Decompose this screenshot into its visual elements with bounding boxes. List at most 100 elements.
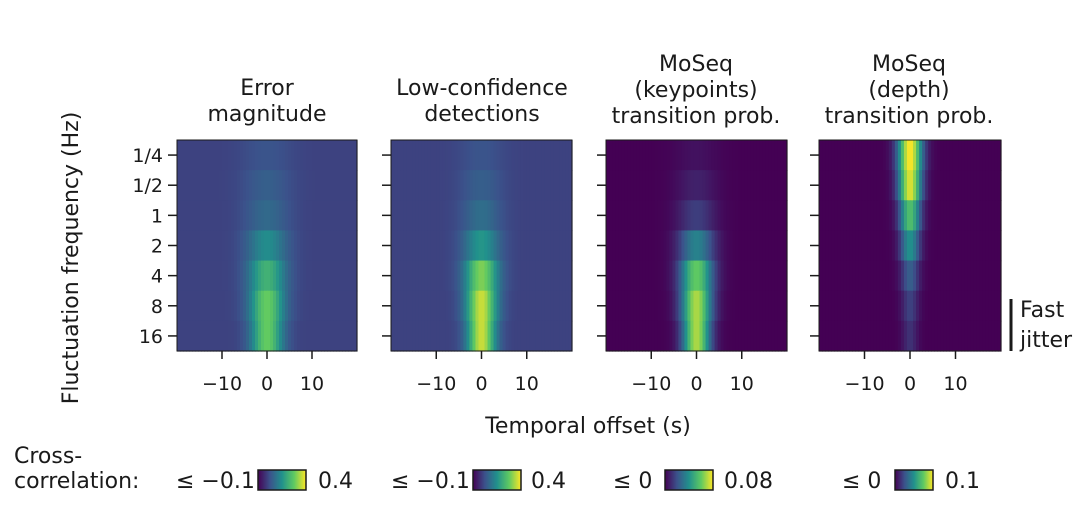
heatmap-cell	[720, 230, 725, 262]
heatmap-cell	[979, 290, 984, 322]
heatmap-cell	[288, 200, 292, 232]
heatmap-cell	[514, 200, 519, 232]
heatmap-cell	[207, 170, 211, 201]
heatmap-cell	[210, 290, 214, 322]
heatmap-cell	[297, 260, 301, 292]
heatmap-cell	[666, 260, 670, 292]
heatmap-cell	[723, 290, 728, 322]
heatmap-cell	[970, 260, 975, 292]
heatmap-cell	[306, 290, 310, 322]
heatmap-cell	[216, 200, 220, 232]
heatmap-cell	[439, 200, 443, 232]
heatmap-cell	[517, 290, 522, 322]
heatmap-cell	[876, 200, 881, 232]
heatmap-cell	[777, 200, 782, 232]
heatmap-cell	[645, 200, 649, 232]
heatmap-cell	[330, 290, 334, 322]
heatmap-cell	[336, 290, 340, 322]
heatmap-cell	[279, 230, 283, 262]
heatmap-cell	[294, 170, 298, 201]
heatmap-cell	[657, 230, 661, 262]
heatmap-cell	[300, 260, 304, 292]
heatmap-cell	[630, 200, 634, 232]
heatmap-cell	[852, 260, 856, 292]
heatmap-cell	[723, 170, 728, 201]
heatmap-cell	[514, 140, 519, 171]
heatmap-cell	[672, 200, 676, 232]
heatmap-cell	[309, 320, 313, 352]
heatmap-cell	[400, 290, 404, 322]
heatmap-cell	[216, 170, 220, 201]
heatmap-cell	[321, 260, 325, 292]
heatmap-cell	[985, 290, 990, 322]
heatmap-cell	[606, 230, 610, 262]
heatmap-cell	[418, 320, 422, 352]
heatmap-cell	[237, 320, 241, 352]
heatmap-cell	[732, 290, 737, 322]
heatmap-cell	[553, 260, 558, 292]
heatmap-cell	[568, 260, 573, 292]
heatmap-cell	[318, 260, 322, 292]
heatmap-cell	[609, 170, 613, 201]
heatmap-cell	[511, 320, 516, 352]
heatmap-cell	[705, 200, 710, 232]
heatmap-cell	[765, 230, 770, 262]
heatmap-cell	[732, 140, 737, 171]
heatmap-cell	[559, 290, 564, 322]
heatmap-cell	[729, 260, 734, 292]
heatmap-cell	[514, 170, 519, 201]
heatmap-cell	[726, 320, 731, 352]
heatmap-cell	[900, 170, 905, 201]
heatmap-cell	[738, 200, 743, 232]
heatmap-cell	[822, 170, 826, 201]
heatmap-cell	[714, 320, 719, 352]
heatmap-cell	[627, 200, 631, 232]
heatmap-cell	[747, 200, 752, 232]
cbar-max-lowconf: 0.4	[531, 469, 566, 494]
heatmap-cell	[282, 320, 286, 352]
heatmap-cell	[822, 200, 826, 232]
heatmap-cell	[837, 170, 841, 201]
heatmap-cell	[976, 140, 981, 171]
heatmap-cell	[291, 230, 295, 262]
heatmap-cell	[333, 170, 337, 201]
heatmap-cell	[982, 170, 987, 201]
heatmap-cell	[837, 140, 841, 171]
x-tick-label: 0	[690, 373, 702, 395]
heatmap-cell	[442, 260, 446, 292]
heatmap-cell	[454, 320, 458, 352]
heatmap-cell	[496, 260, 501, 292]
heatmap-cell	[445, 320, 449, 352]
heatmap-cell	[828, 200, 832, 232]
heatmap-cell	[225, 230, 229, 262]
heatmap-cell	[768, 260, 773, 292]
heatmap-cell	[445, 140, 449, 171]
x-tick-label: −10	[416, 373, 456, 395]
heatmap-cell	[666, 200, 670, 232]
heatmap-cell	[928, 320, 932, 352]
heatmap-cell	[783, 230, 788, 262]
heatmap-cell	[478, 260, 483, 292]
heatmap-cell	[460, 200, 464, 232]
heatmap-cell	[885, 170, 890, 201]
heatmap-cell	[949, 260, 954, 292]
heatmap-cell	[774, 230, 779, 262]
heatmap-cell	[934, 170, 938, 201]
heatmap-cell	[891, 140, 896, 171]
heatmap-cell	[699, 320, 704, 352]
heatmap-cell	[436, 320, 440, 352]
heatmap-cell	[888, 200, 893, 232]
heatmap-cell	[615, 170, 619, 201]
heatmap-cell	[894, 290, 899, 322]
heatmap-cell	[753, 320, 758, 352]
heatmap-cell	[639, 200, 643, 232]
heatmap-cell	[294, 290, 298, 322]
heatmap-cell	[828, 140, 832, 171]
heatmap-cell	[445, 200, 449, 232]
heatmap-cell	[952, 230, 957, 262]
heatmap-cell	[300, 140, 304, 171]
heatmap-cell	[258, 140, 262, 171]
heatmap-cell	[315, 140, 319, 171]
heatmap-cell	[499, 230, 504, 262]
heatmap-cell	[750, 170, 755, 201]
